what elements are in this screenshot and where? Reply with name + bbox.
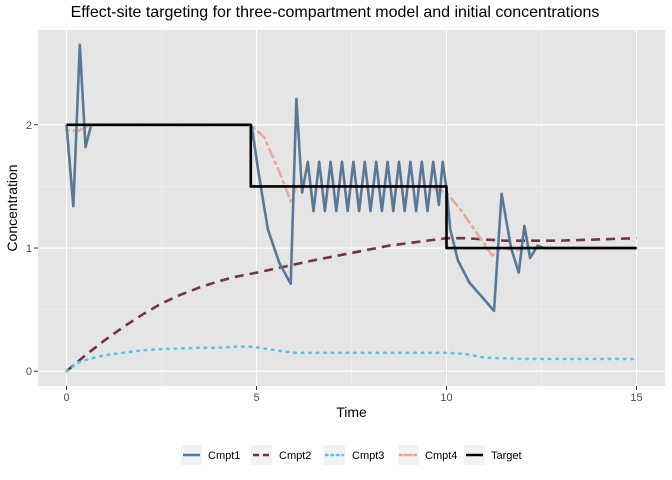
legend-label-target: Target	[491, 450, 522, 462]
legend-key-bg	[324, 445, 345, 465]
x-tick-label: 10	[440, 392, 452, 404]
y-tick-label: 2	[26, 120, 32, 132]
y-tick-label: 0	[26, 366, 32, 378]
chart-title: Effect-site targeting for three-compartm…	[71, 4, 600, 21]
series-line-target	[66, 123, 637, 250]
y-tick-label: 1	[26, 243, 32, 255]
series-line-cmpt2	[65, 236, 637, 373]
series-line-cmpt3	[65, 345, 638, 373]
x-tick-label: 15	[630, 392, 642, 404]
y-axis: 0 1 2	[26, 120, 38, 378]
y-axis-title: Concentration	[4, 164, 20, 251]
x-tick-label: 5	[253, 392, 259, 404]
legend-key-bg	[251, 445, 272, 465]
legend-label-cmpt2: Cmpt2	[279, 450, 311, 462]
series-layer	[65, 43, 638, 373]
legend-label-cmpt4: Cmpt4	[425, 450, 457, 462]
legend-label-cmpt1: Cmpt1	[208, 450, 240, 462]
legend: Cmpt1 Cmpt2 Cmpt3 Cmpt4 Target	[181, 445, 522, 465]
legend-label-cmpt3: Cmpt3	[352, 450, 384, 462]
x-tick-label: 0	[63, 392, 69, 404]
x-axis: 0 5 10 15	[63, 386, 643, 404]
x-axis-title: Time	[336, 404, 367, 420]
grid-minor	[38, 30, 665, 386]
